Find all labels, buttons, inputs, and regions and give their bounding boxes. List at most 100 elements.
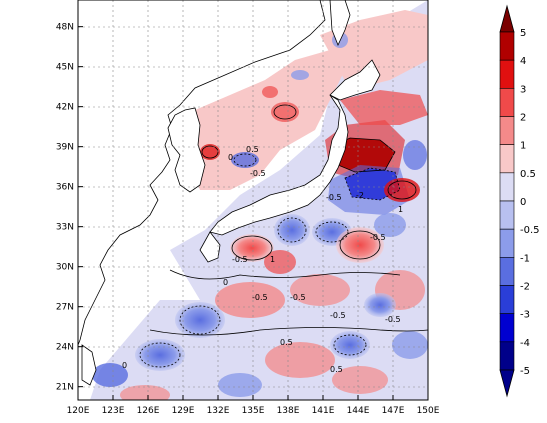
south-cold-2 [364, 293, 396, 317]
sea-of-japan [185, 50, 345, 190]
japan-hokkaido [329, 59, 381, 101]
contour-label: 0 [223, 278, 228, 287]
lon-tick-label: 138E [277, 406, 300, 416]
longitude-axis: 120E 123E 126E 129E 132E 135E 138E 141E 144E 147E… [67, 395, 440, 416]
contour-label: -0.5 [326, 193, 342, 202]
lat-tick-label: 27N [56, 303, 74, 313]
south-warm-2 [290, 274, 350, 306]
colorbar-segment [499, 228, 515, 258]
colorbar-label: -3 [520, 310, 530, 321]
colorbar-top-extension [499, 4, 515, 33]
colorbar-label: 3 [520, 84, 526, 95]
colorbar-segment [499, 200, 515, 230]
lon-tick-label: 144E [347, 406, 370, 416]
colorbar-label: 1 [520, 141, 526, 152]
lon-tick-label: 147E [382, 406, 405, 416]
lat-tick-label: 33N [56, 223, 74, 233]
colorbar-segment [499, 285, 515, 314]
lat-tick-label: 21N [56, 383, 74, 393]
colorbar-segment [499, 116, 515, 145]
lat-tick-label: 36N [56, 183, 74, 193]
latitude-axis: 21N 24N 27N 30N 33N 36N 39N 42N 45N 48N [56, 23, 83, 393]
colorbar-segment [499, 313, 515, 343]
lat-tick-label: 24N [56, 343, 74, 353]
south-warm-1 [215, 282, 285, 318]
south-japan-warm-eddy-2 [264, 250, 296, 274]
colorbar-label: -0.5 [520, 225, 540, 236]
lon-tick-label: 123E [102, 406, 125, 416]
colorbar-label: 4 [520, 56, 526, 67]
colorbar-segment [499, 341, 515, 371]
colorbar-label: -5 [520, 366, 530, 377]
soj-cold-eddy [231, 152, 259, 168]
contour-label: 1 [398, 205, 403, 214]
south-cold-1 [175, 302, 225, 338]
kyushu [199, 231, 221, 263]
lon-tick-label: 120E [67, 406, 90, 416]
south-cold-3 [330, 331, 370, 359]
southwest-cold [92, 363, 128, 387]
colorbar-label: 0 [520, 197, 526, 208]
contour-label: -0.5 [232, 255, 248, 264]
contour-label: 0.5 [330, 365, 343, 374]
soj-warm-3 [262, 86, 278, 98]
lon-tick-label: 135E [242, 406, 265, 416]
lon-tick-label: 129E [172, 406, 195, 416]
colorbar-label: -2 [520, 282, 530, 293]
colorbar-segment [499, 88, 515, 117]
colorbar-label: 0.5 [520, 169, 536, 180]
contour-label: 0 [228, 153, 233, 162]
south-cold-5 [218, 373, 262, 397]
south-warm-3 [265, 342, 335, 378]
north-warm-band [340, 90, 428, 125]
contour-label: -0.5 [252, 293, 268, 302]
lat-tick-label: 39N [56, 143, 74, 153]
colorbar-segment [499, 144, 515, 174]
contour-label: 0.5 [280, 338, 293, 347]
sakhalin [329, 0, 351, 47]
soj-cold-2 [291, 70, 309, 80]
southwest-warm [120, 385, 170, 400]
east-cold-eddy [403, 140, 427, 170]
colorbar-bottom-extension [499, 369, 515, 398]
colorbar-segment [499, 59, 515, 89]
east-cold-eddy-2 [374, 213, 406, 237]
lon-tick-label: 132E [207, 406, 230, 416]
lat-tick-label: 42N [56, 103, 74, 113]
south-cold-4 [135, 339, 185, 371]
contour-label: -0.5 [370, 233, 386, 242]
taiwan [81, 344, 97, 386]
south-japan-cold-eddy [274, 214, 310, 246]
contour-label: -2 [356, 191, 364, 200]
colorbar-segment [499, 31, 515, 61]
soj-warm-eddy [200, 144, 220, 160]
contour-label: 0.5 [246, 145, 259, 154]
south-cold-6 [392, 331, 428, 359]
okhotsk-warm [320, 10, 428, 90]
colorbar-segment [499, 257, 515, 286]
kuroshio-cold-ring [328, 165, 410, 215]
colorbar: 5 4 3 2 1 0.5 0 -0.5 -1 -2 -3 -4 -5 [499, 4, 540, 398]
lon-tick-label: 126E [137, 406, 160, 416]
central-warm-eddy [336, 227, 384, 263]
asia-mainland [77, 0, 326, 346]
land [77, 0, 381, 386]
lat-tick-label: 45N [56, 63, 74, 73]
lat-tick-label: 48N [56, 23, 74, 33]
east-warm-eddy [384, 178, 420, 202]
lat-tick-label: 30N [56, 263, 74, 273]
contour-label: -0.5 [330, 311, 346, 320]
contour-label: -0.5 [250, 169, 266, 178]
south-japan-warm-eddy [230, 234, 274, 262]
contour-label-group: 0.5 0 -0.5 -0.5 -2 1 -0.5 1 -0.5 -0.5 0 … [122, 145, 403, 374]
lon-tick-label: 141E [312, 406, 335, 416]
japan-honshu [209, 94, 349, 236]
contour-label: -0.5 [385, 315, 401, 324]
contour-label: -0.5 [290, 293, 306, 302]
colorbar-label: 2 [520, 113, 526, 124]
contour-label: 1 [270, 255, 275, 264]
contour-lines [139, 104, 428, 368]
korea [167, 107, 206, 193]
lon-tick-label: 150E [417, 406, 440, 416]
